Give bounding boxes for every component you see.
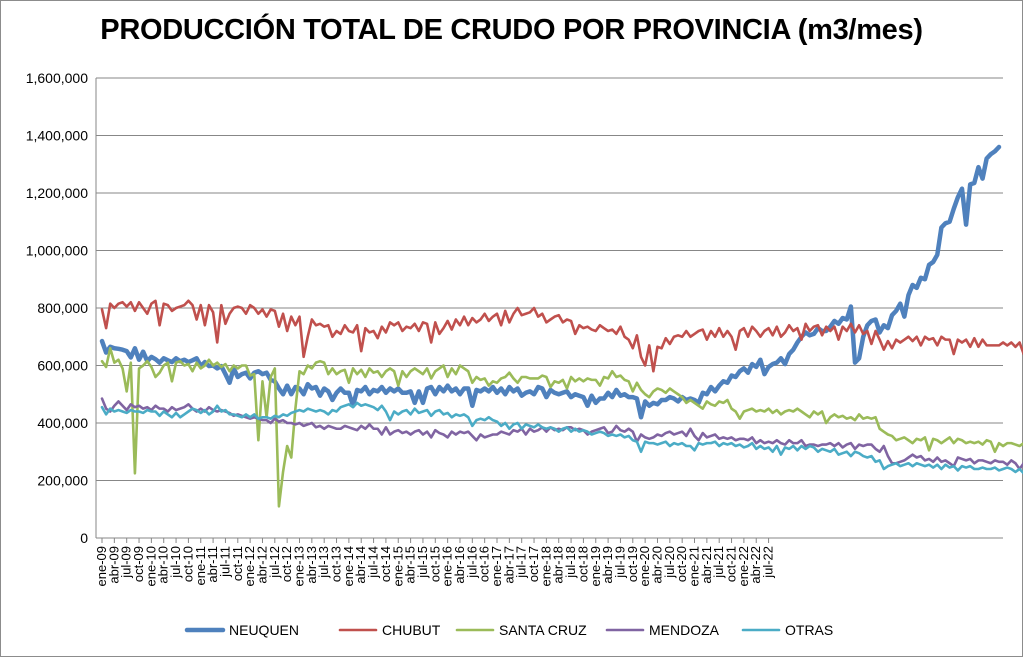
series-line-neuquen (99, 144, 1002, 420)
x-tick-label: ene-17 (489, 546, 504, 586)
x-tick-label: ene-16 (440, 546, 455, 586)
series-line-otras (100, 401, 1023, 475)
x-tick-label: abr-16 (452, 546, 467, 584)
x-axis-tick-labels: ene-09abr-09jul-09oct-09ene-10abr-10jul-… (94, 538, 776, 586)
x-tick-label: ene-09 (94, 546, 109, 586)
legend-label: SANTA CRUZ (499, 622, 587, 638)
x-tick-label: oct-17 (526, 546, 541, 582)
x-tick-label: abr-22 (748, 546, 763, 584)
chart-title: PRODUCCIÓN TOTAL DE CRUDO POR PROVINCIA … (100, 14, 923, 46)
y-tick-label: 0 (80, 530, 88, 546)
x-tick-label: abr-15 (403, 546, 418, 584)
x-tick-label: ene-19 (588, 546, 603, 586)
x-tick-label: abr-17 (501, 546, 516, 584)
x-tick-label: ene-20 (637, 546, 652, 586)
x-tick-label: abr-09 (106, 546, 121, 584)
y-tick-label: 800,000 (37, 300, 88, 316)
legend-label: MENDOZA (649, 622, 720, 638)
x-tick-label: ene-15 (390, 546, 405, 586)
x-tick-label: jul-09 (119, 546, 134, 579)
x-tick-label: oct-09 (131, 546, 146, 582)
x-tick-label: ene-13 (292, 546, 307, 586)
x-tick-label: oct-14 (378, 546, 393, 582)
x-tick-label: oct-12 (279, 546, 294, 582)
x-tick-label: oct-20 (674, 546, 689, 582)
x-tick-label: jul-14 (366, 546, 381, 579)
gridlines (96, 77, 1003, 481)
x-tick-label: ene-12 (242, 546, 257, 586)
y-tick-label: 1,200,000 (26, 185, 88, 201)
series-line-santa-cruz (100, 346, 1023, 508)
y-tick-label: 1,600,000 (26, 70, 88, 86)
x-tick-label: jul-12 (267, 546, 282, 579)
y-tick-label: 200,000 (37, 473, 88, 489)
plot-area (95, 78, 1003, 539)
x-tick-label: oct-21 (724, 546, 739, 582)
x-tick-label: jul-10 (168, 546, 183, 579)
x-tick-label: abr-21 (699, 546, 714, 584)
x-tick-label: oct-10 (180, 546, 195, 582)
x-tick-label: jul-16 (464, 546, 479, 579)
legend-label: OTRAS (785, 622, 833, 638)
y-tick-label: 600,000 (37, 358, 88, 374)
x-tick-label: oct-18 (575, 546, 590, 582)
x-tick-label: abr-14 (353, 546, 368, 584)
x-tick-label: abr-11 (205, 546, 220, 583)
x-tick-label: ene-22 (736, 546, 751, 586)
legend-label: CHUBUT (382, 622, 441, 638)
x-tick-label: jul-15 (415, 546, 430, 579)
x-tick-label: jul-13 (316, 546, 331, 579)
x-tick-label: oct-19 (625, 546, 640, 582)
x-tick-label: ene-21 (687, 546, 702, 586)
x-tick-label: abr-18 (551, 546, 566, 584)
x-tick-label: ene-18 (538, 546, 553, 586)
x-tick-label: jul-17 (514, 546, 529, 579)
y-axis-tick-labels: 0 200,000 400,000 600,000 800,000 1,000,000 1,… (26, 70, 89, 546)
y-tick-label: 1,400,000 (26, 128, 88, 144)
x-tick-label: jul-22 (761, 546, 776, 579)
x-tick-label: abr-10 (156, 546, 171, 584)
series-line-chubut (100, 299, 1023, 373)
series-lines (99, 144, 1023, 508)
x-tick-label: oct-15 (427, 546, 442, 582)
x-tick-label: ene-11 (193, 546, 208, 586)
x-tick-label: ene-14 (341, 546, 356, 586)
series-line-mendoza (100, 397, 1023, 471)
x-tick-label: oct-16 (477, 546, 492, 582)
x-tick-label: abr-12 (254, 546, 269, 584)
legend: NEUQUEN CHUBUT SANTA CRUZ MENDOZA OTRAS (184, 622, 833, 638)
x-tick-label: ene-10 (143, 546, 158, 586)
x-tick-label: jul-20 (662, 546, 677, 579)
x-tick-label: jul-19 (612, 546, 627, 579)
y-tick-label: 400,000 (37, 415, 88, 431)
x-tick-label: jul-11 (217, 546, 232, 578)
x-tick-label: jul-18 (563, 546, 578, 579)
y-tick-label: 1,000,000 (26, 243, 88, 259)
x-tick-label: abr-19 (600, 546, 615, 584)
x-tick-label: oct-13 (329, 546, 344, 582)
x-tick-label: abr-20 (649, 546, 664, 584)
x-tick-label: jul-21 (711, 546, 726, 579)
x-tick-label: oct-11 (230, 546, 245, 581)
x-tick-label: abr-13 (304, 546, 319, 584)
legend-label: NEUQUEN (229, 622, 299, 638)
